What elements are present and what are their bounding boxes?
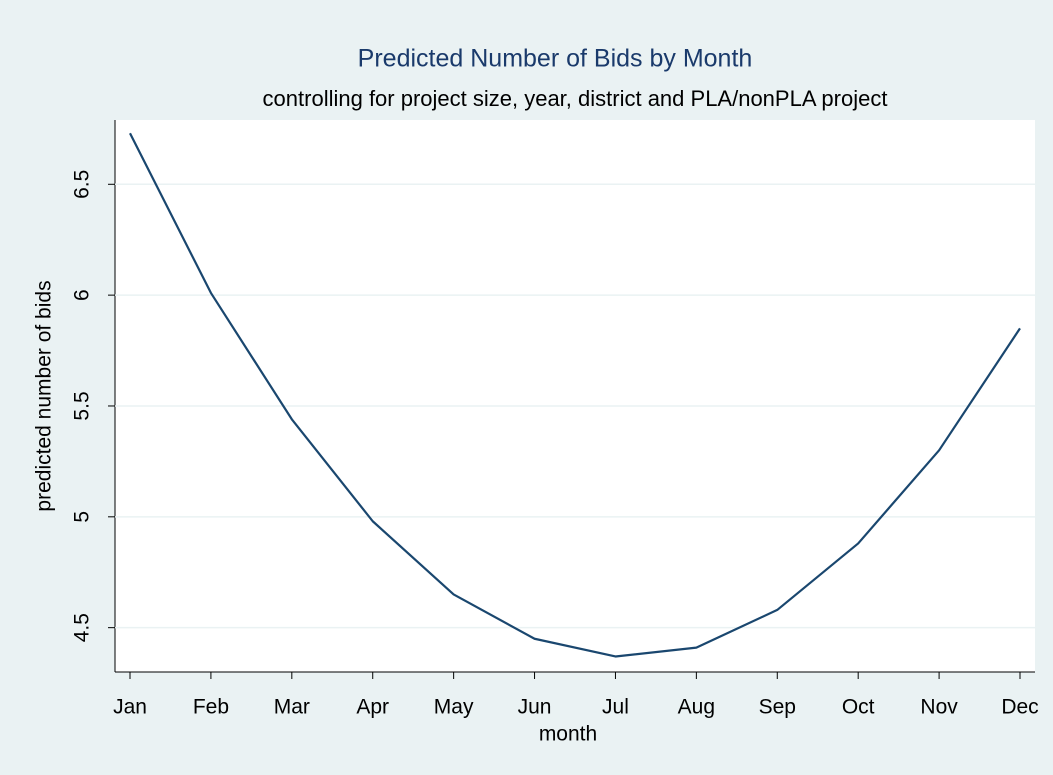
x-tick-label: Jun bbox=[518, 696, 552, 719]
x-tick-label: Feb bbox=[193, 696, 229, 719]
line-series bbox=[129, 132, 1021, 658]
x-tick-label: Oct bbox=[842, 696, 875, 719]
x-tick-label: Apr bbox=[356, 696, 389, 719]
y-tick-label: 5 bbox=[71, 511, 94, 523]
x-tick-label: Jan bbox=[113, 696, 147, 719]
x-tick-label: Aug bbox=[678, 696, 715, 719]
y-tick-label: 6.5 bbox=[71, 170, 94, 199]
y-tick-label: 6 bbox=[71, 289, 94, 301]
plot-area bbox=[115, 120, 1035, 672]
y-tick-label: 5.5 bbox=[71, 391, 94, 420]
x-tick-label: Jul bbox=[602, 696, 629, 719]
x-axis-label: month bbox=[539, 723, 597, 746]
x-tick-label: Sep bbox=[759, 696, 796, 719]
y-tick-label: 4.5 bbox=[71, 613, 94, 642]
x-tick-label: Mar bbox=[274, 696, 310, 719]
x-tick-label: Nov bbox=[920, 696, 958, 719]
x-tick-label: Dec bbox=[1001, 696, 1038, 719]
y-axis-label: predicted number of bids bbox=[33, 280, 56, 511]
chart-title: Predicted Number of Bids by Month bbox=[358, 45, 753, 73]
x-tick-label: May bbox=[434, 696, 474, 719]
chart-subtitle: controlling for project size, year, dist… bbox=[263, 86, 888, 111]
